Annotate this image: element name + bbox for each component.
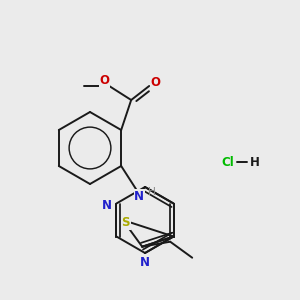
- Text: O: O: [99, 74, 109, 88]
- Text: H: H: [250, 155, 260, 169]
- Text: O: O: [150, 76, 160, 88]
- Text: N: N: [134, 190, 144, 202]
- Text: N: N: [140, 256, 150, 269]
- Text: H: H: [148, 187, 156, 197]
- Text: N: N: [101, 199, 111, 212]
- Text: S: S: [122, 217, 130, 230]
- Text: Cl: Cl: [222, 155, 234, 169]
